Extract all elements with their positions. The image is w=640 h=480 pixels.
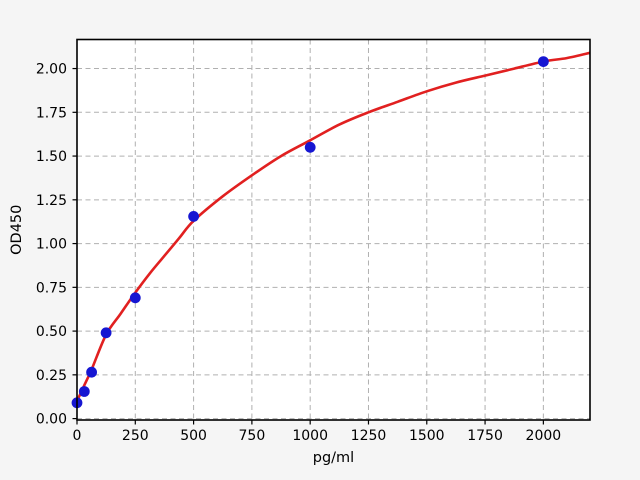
- x-tick-label: 2000: [526, 428, 562, 444]
- x-tick-label: 1250: [351, 428, 387, 444]
- grid-layer: [76, 39, 590, 420]
- fit-curve: [77, 51, 590, 403]
- data-point: [100, 327, 112, 339]
- x-tick-label: 750: [239, 428, 266, 444]
- y-tick-label: 1.75: [36, 105, 67, 121]
- y-tick-label: 1.00: [36, 237, 67, 253]
- y-axis-label: OD450: [9, 205, 25, 255]
- data-point: [78, 386, 90, 397]
- x-tick-label: 1500: [409, 428, 445, 444]
- x-tick-label: 1750: [467, 428, 503, 444]
- y-tick-label: 0.50: [36, 324, 67, 340]
- tick-labels-layer: 0 250 500 750 1000 1250 1500 1750 2000 0.00 0.25 0.…: [36, 62, 561, 444]
- data-point: [86, 366, 97, 378]
- plot-area: [77, 39, 590, 420]
- axes-border: [76, 38, 591, 421]
- tick-marks-layer: [72, 67, 544, 425]
- x-tick-label: 1000: [292, 428, 328, 444]
- y-tick-label: 0.25: [36, 368, 67, 384]
- data-points-layer: [71, 56, 549, 409]
- y-tick-label: 1.25: [36, 193, 67, 209]
- y-tick-label: 2.00: [36, 62, 67, 78]
- x-axis-label: pg/ml: [313, 450, 354, 466]
- data-point: [304, 141, 316, 153]
- x-tick-label: 0: [73, 428, 82, 444]
- data-point: [188, 211, 200, 222]
- y-tick-label: 0.00: [36, 412, 67, 428]
- y-tick-label: 0.75: [36, 280, 67, 296]
- data-point: [538, 56, 549, 67]
- data-point: [129, 292, 141, 304]
- y-tick-label: 1.50: [36, 149, 67, 165]
- x-tick-label: 500: [180, 428, 207, 444]
- x-tick-label: 250: [122, 428, 149, 444]
